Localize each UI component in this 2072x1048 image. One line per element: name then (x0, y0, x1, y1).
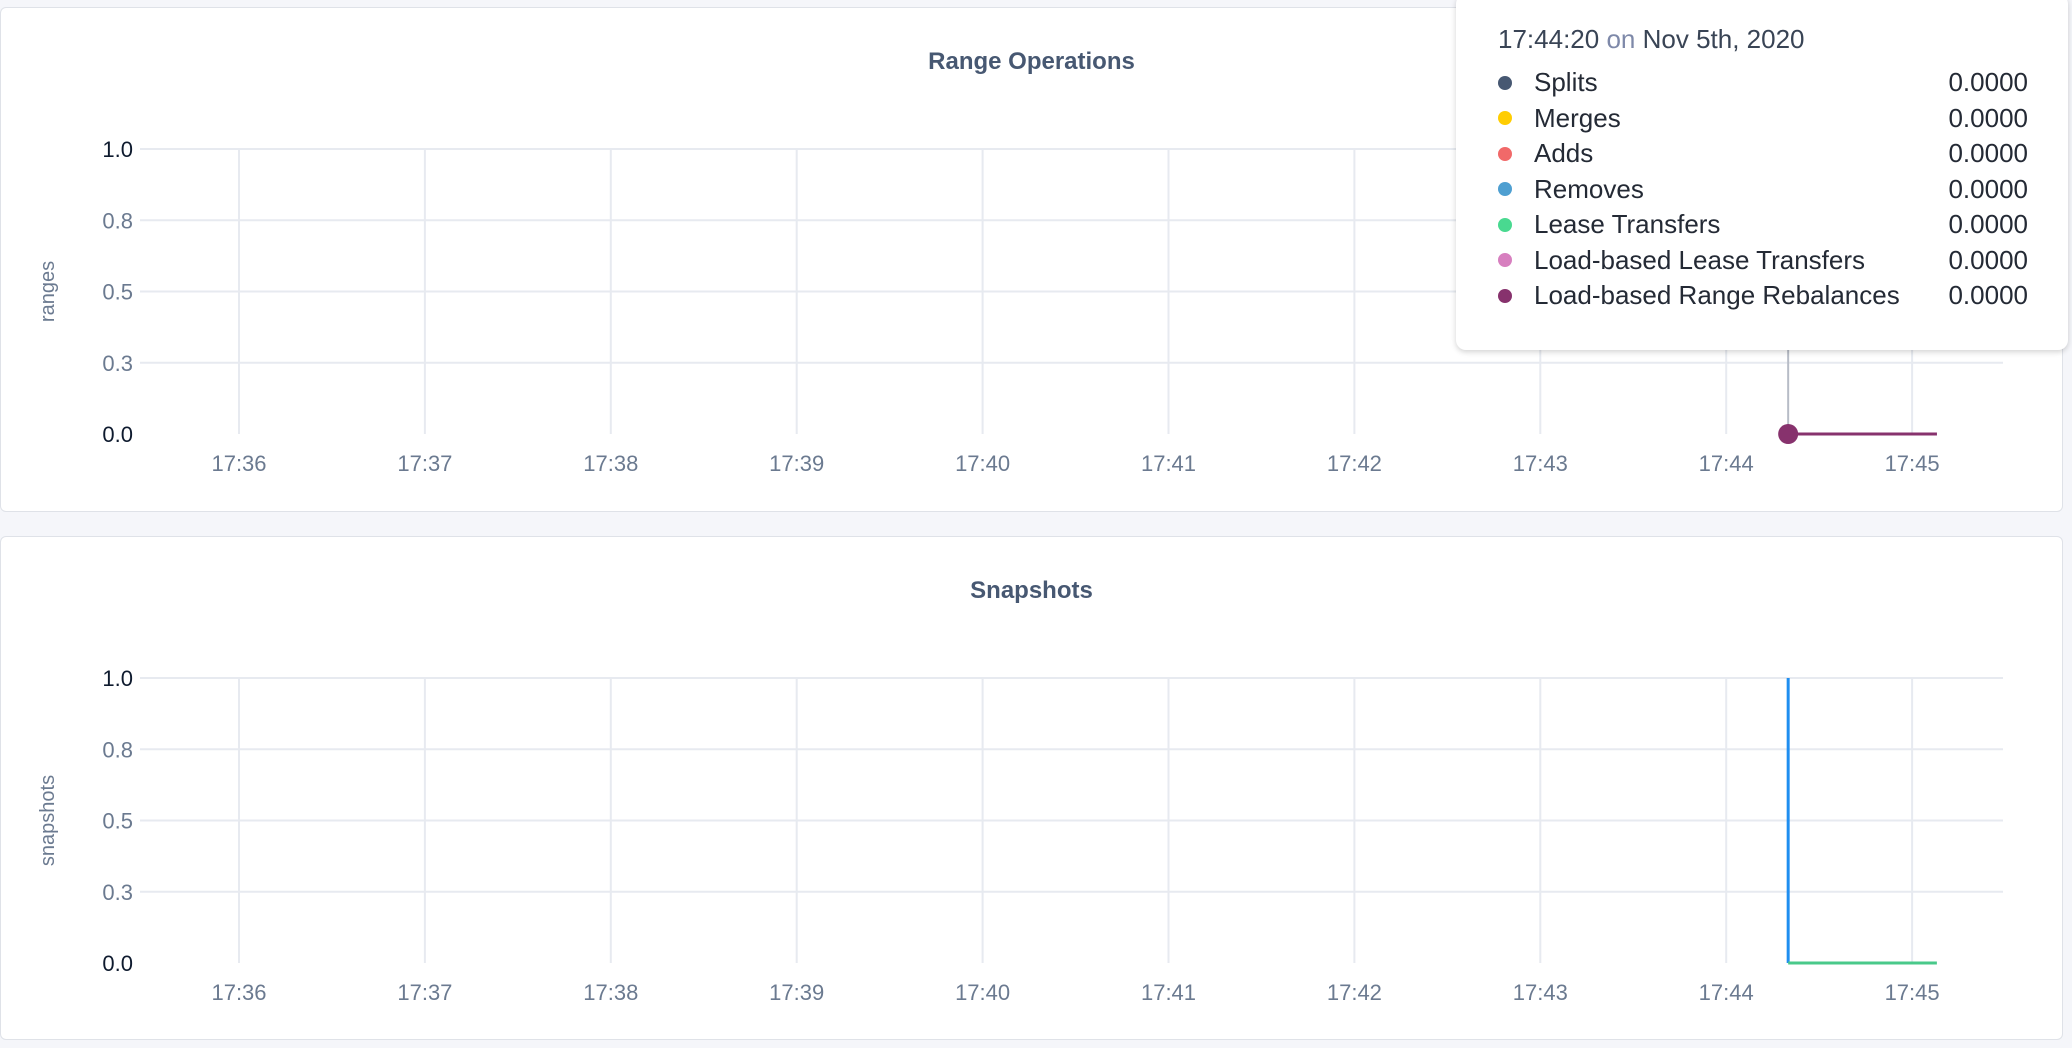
tooltip-header: 17:44:20 on Nov 5th, 2020 (1498, 24, 2028, 55)
x-tick-label: 17:40 (955, 451, 1010, 476)
tooltip-series-value: 0.0000 (1948, 67, 2028, 98)
x-tick-label: 17:42 (1327, 980, 1382, 1005)
tooltip-series-label: Load-based Lease Transfers (1534, 244, 1865, 275)
tooltip-series-label: Removes (1534, 173, 1644, 204)
snapshots-panel: Snapshots 0.0 0.3 0.5 0.8 1.0 17:36 17:37 17:38… (0, 536, 2063, 1040)
x-tick-label: 17:37 (397, 980, 452, 1005)
tooltip-series-value: 0.0000 (1948, 138, 2028, 169)
chart-tooltip: 17:44:20 on Nov 5th, 2020 Splits 0.0000 Me… (1456, 0, 2068, 350)
y-tick-label: 0.5 (102, 809, 133, 834)
x-tick-label: 17:41 (1141, 980, 1196, 1005)
y-tick-label: 0.3 (102, 351, 133, 376)
tooltip-series-value: 0.0000 (1948, 209, 2028, 240)
legend-dot-icon (1498, 146, 1512, 161)
chart-title: Snapshots (970, 577, 1093, 604)
x-tick-label: 17:38 (583, 980, 638, 1005)
tooltip-row: Load-based Lease Transfers 0.0000 (1498, 243, 2028, 279)
x-tick-label: 17:42 (1327, 451, 1382, 476)
y-tick-label: 1.0 (102, 666, 133, 691)
y-tick-label: 0.0 (102, 951, 133, 976)
snapshots-chart[interactable]: 0.0 0.3 0.5 0.8 1.0 17:36 17:37 17:38 17:39 17:40… (1, 537, 2064, 1041)
x-tick-label: 17:41 (1141, 451, 1196, 476)
tooltip-date: Nov 5th, 2020 (1642, 24, 1805, 54)
x-tick-label: 17:36 (211, 451, 266, 476)
y-axis-label: ranges (37, 261, 59, 322)
x-tick-label: 17:43 (1513, 451, 1568, 476)
tooltip-time: 17:44:20 (1498, 24, 1600, 54)
x-tick-label: 17:37 (397, 451, 452, 476)
y-tick-label: 1.0 (102, 137, 133, 162)
tooltip-series-label: Merges (1534, 102, 1621, 133)
x-tick-label: 17:36 (211, 980, 266, 1005)
tooltip-row: Lease Transfers 0.0000 (1498, 207, 2028, 243)
x-tick-label: 17:39 (769, 451, 824, 476)
y-tick-label: 0.0 (102, 422, 133, 447)
tooltip-series-label: Splits (1534, 67, 1598, 98)
tooltip-series-value: 0.0000 (1948, 280, 2028, 311)
tooltip-series-value: 0.0000 (1948, 102, 2028, 133)
chart-title: Range Operations (928, 48, 1135, 75)
tooltip-on: on (1606, 24, 1636, 54)
x-tick-label: 17:43 (1513, 980, 1568, 1005)
x-tick-label: 17:44 (1699, 980, 1754, 1005)
tooltip-series-label: Lease Transfers (1534, 209, 1721, 240)
y-tick-label: 0.8 (102, 737, 133, 762)
legend-dot-icon (1498, 111, 1512, 126)
y-axis-label: snapshots (37, 775, 59, 866)
y-tick-label: 0.8 (102, 208, 133, 233)
y-tick-label: 0.5 (102, 280, 133, 305)
x-tick-label: 17:44 (1699, 451, 1754, 476)
tooltip-row: Merges 0.0000 (1498, 101, 2028, 137)
legend-dot-icon (1498, 253, 1512, 268)
tooltip-row: Adds 0.0000 (1498, 136, 2028, 172)
tooltip-series-label: Adds (1534, 138, 1594, 169)
tooltip-series-value: 0.0000 (1948, 244, 2028, 275)
tooltip-row: Removes 0.0000 (1498, 172, 2028, 208)
x-tick-label: 17:40 (955, 980, 1010, 1005)
legend-dot-icon (1498, 75, 1512, 90)
x-tick-label: 17:39 (769, 980, 824, 1005)
legend-dot-icon (1498, 217, 1512, 232)
x-tick-label: 17:45 (1885, 451, 1940, 476)
tooltip-row: Splits 0.0000 (1498, 65, 2028, 101)
legend-dot-icon (1498, 182, 1512, 197)
x-tick-label: 17:45 (1885, 980, 1940, 1005)
hover-point (1778, 424, 1799, 444)
x-tick-label: 17:38 (583, 451, 638, 476)
tooltip-row: Load-based Range Rebalances 0.0000 (1498, 278, 2028, 314)
tooltip-series-value: 0.0000 (1948, 173, 2028, 204)
legend-dot-icon (1498, 288, 1512, 303)
tooltip-series-label: Load-based Range Rebalances (1534, 280, 1900, 311)
y-tick-label: 0.3 (102, 880, 133, 905)
